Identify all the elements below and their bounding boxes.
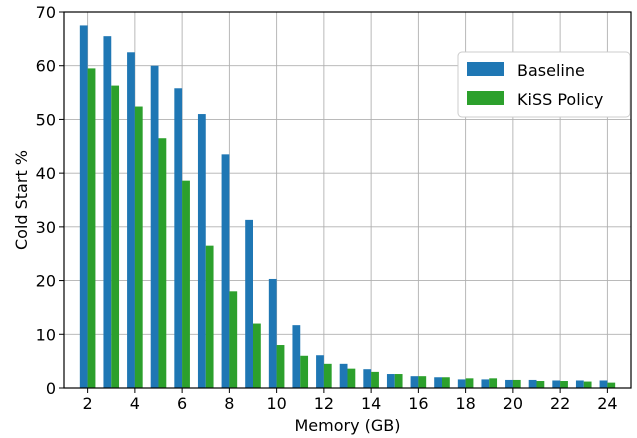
bar-kiss-policy bbox=[465, 378, 474, 388]
x-tick-label: 16 bbox=[408, 394, 428, 413]
bar-baseline bbox=[552, 380, 561, 388]
legend-swatch-baseline bbox=[467, 62, 504, 76]
bar-kiss-policy bbox=[560, 381, 568, 388]
bar-kiss-policy bbox=[205, 245, 214, 388]
legend-label-kiss-policy: KiSS Policy bbox=[517, 90, 603, 109]
bar-kiss-policy bbox=[87, 68, 96, 389]
y-tick-label: 40 bbox=[36, 164, 56, 183]
y-tick-label: 70 bbox=[36, 3, 56, 22]
bar-kiss-policy bbox=[323, 363, 332, 388]
x-tick-label: 12 bbox=[314, 394, 334, 413]
bar-kiss-policy bbox=[607, 382, 616, 388]
y-tick-label: 10 bbox=[36, 325, 56, 344]
x-tick-label: 8 bbox=[224, 394, 234, 413]
bars bbox=[79, 25, 616, 389]
bar-kiss-policy bbox=[442, 377, 450, 388]
legend-label-baseline: Baseline bbox=[517, 61, 585, 80]
bar-kiss-policy bbox=[418, 376, 427, 388]
bar-baseline bbox=[410, 376, 419, 388]
x-tick-label: 24 bbox=[597, 394, 617, 413]
x-tick-label: 20 bbox=[503, 394, 523, 413]
bar-kiss-policy bbox=[111, 85, 120, 389]
bar-baseline bbox=[103, 36, 112, 389]
bar-kiss-policy bbox=[158, 138, 167, 388]
bar-baseline bbox=[505, 379, 513, 388]
y-tick-label: 20 bbox=[36, 272, 56, 291]
bar-kiss-policy bbox=[134, 106, 143, 388]
y-tick-label: 60 bbox=[36, 57, 56, 76]
bar-kiss-policy bbox=[347, 368, 356, 388]
plot-frame bbox=[63, 11, 632, 389]
bar-kiss-policy bbox=[182, 180, 190, 388]
bar-baseline bbox=[575, 380, 584, 388]
bar-baseline bbox=[339, 363, 348, 388]
bar-baseline bbox=[316, 355, 324, 388]
x-tick-label: 14 bbox=[361, 394, 381, 413]
legend: Baseline KiSS Policy bbox=[457, 51, 631, 118]
bar-kiss-policy bbox=[276, 345, 285, 388]
y-axis-label: Cold Start % bbox=[12, 150, 31, 250]
x-tick-label: 2 bbox=[83, 394, 93, 413]
x-tick-label: 4 bbox=[130, 394, 140, 413]
bar-baseline bbox=[599, 380, 608, 388]
legend-swatch-kiss-policy bbox=[467, 91, 504, 105]
bar-kiss-policy bbox=[253, 323, 261, 388]
bar-baseline bbox=[150, 65, 159, 388]
bar-kiss-policy bbox=[394, 374, 403, 388]
bar-baseline bbox=[434, 377, 442, 388]
y-tick-label: 30 bbox=[36, 218, 56, 237]
bar-baseline bbox=[457, 379, 466, 388]
bar-kiss-policy bbox=[512, 379, 521, 388]
x-tick-label: 22 bbox=[550, 394, 570, 413]
bar-kiss-policy bbox=[489, 378, 498, 388]
bar-kiss-policy bbox=[300, 355, 309, 388]
bar-baseline bbox=[481, 379, 490, 388]
bar-baseline bbox=[127, 52, 135, 389]
bar-baseline bbox=[197, 114, 206, 389]
x-axis-label: Memory (GB) bbox=[294, 416, 400, 435]
bar-baseline bbox=[79, 25, 88, 389]
x-tick-label: 18 bbox=[455, 394, 475, 413]
bar-baseline bbox=[245, 219, 253, 388]
bar-kiss-policy bbox=[583, 381, 592, 388]
bar-baseline bbox=[174, 88, 183, 388]
bar-baseline bbox=[386, 374, 395, 388]
bar-kiss-policy bbox=[229, 291, 238, 388]
x-tick-label: 6 bbox=[177, 394, 187, 413]
x-tick-label: 10 bbox=[266, 394, 286, 413]
bar-kiss-policy bbox=[536, 381, 545, 388]
bar-baseline bbox=[363, 369, 372, 388]
bar-baseline bbox=[221, 154, 230, 388]
bar-baseline bbox=[268, 278, 277, 388]
y-tick-label: 50 bbox=[36, 110, 56, 129]
bar-baseline bbox=[292, 325, 301, 388]
y-tick-label: 0 bbox=[46, 379, 56, 398]
bar-baseline bbox=[528, 379, 537, 388]
bar-kiss-policy bbox=[371, 371, 379, 388]
